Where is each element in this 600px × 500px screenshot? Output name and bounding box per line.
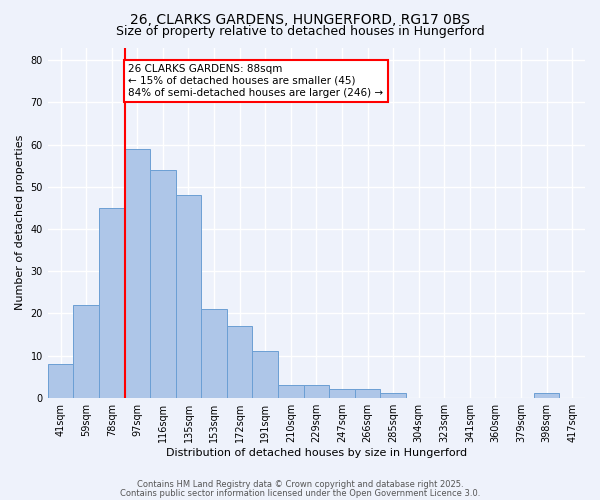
Bar [304,385,329,398]
Text: 26, CLARKS GARDENS, HUNGERFORD, RG17 0BS: 26, CLARKS GARDENS, HUNGERFORD, RG17 0BS [130,12,470,26]
Bar [48,364,73,398]
Bar [380,394,406,398]
Text: Contains public sector information licensed under the Open Government Licence 3.: Contains public sector information licen… [120,490,480,498]
Y-axis label: Number of detached properties: Number of detached properties [15,135,25,310]
Text: Contains HM Land Registry data © Crown copyright and database right 2025.: Contains HM Land Registry data © Crown c… [137,480,463,489]
Bar [176,195,201,398]
Bar [150,170,176,398]
Bar [253,352,278,398]
Bar [99,208,125,398]
Bar [125,149,150,398]
Bar [329,390,355,398]
Text: 26 CLARKS GARDENS: 88sqm
← 15% of detached houses are smaller (45)
84% of semi-d: 26 CLARKS GARDENS: 88sqm ← 15% of detach… [128,64,383,98]
Bar [201,309,227,398]
Bar [278,385,304,398]
Bar [355,390,380,398]
Text: Size of property relative to detached houses in Hungerford: Size of property relative to detached ho… [116,25,484,38]
Bar [534,394,559,398]
Bar [73,305,99,398]
Bar [227,326,253,398]
X-axis label: Distribution of detached houses by size in Hungerford: Distribution of detached houses by size … [166,448,467,458]
